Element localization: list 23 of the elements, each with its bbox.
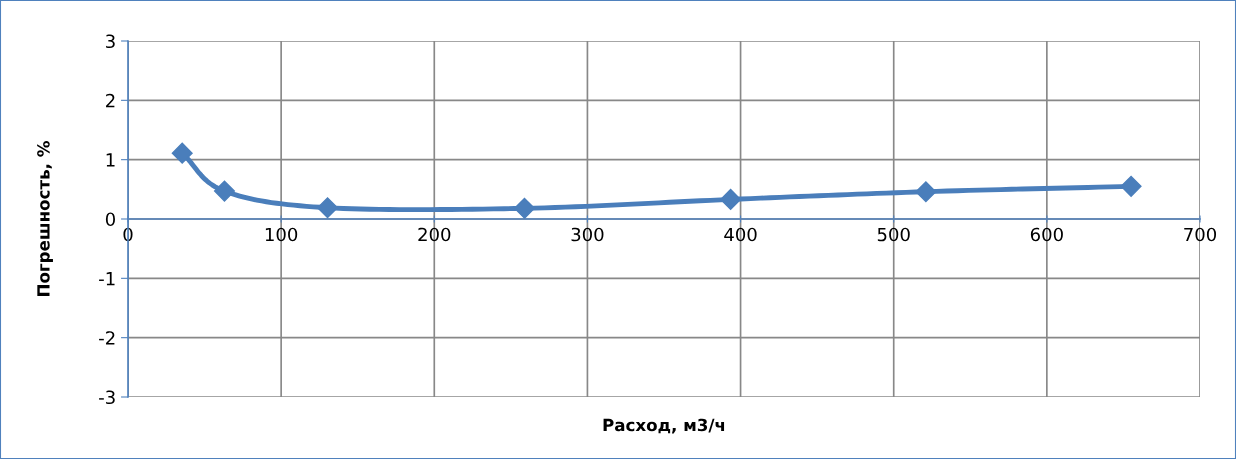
x-axis-title: Расход, м3/ч xyxy=(603,418,725,434)
y-tick-label: 2 xyxy=(106,93,115,108)
x-tick-label: 400 xyxy=(724,227,757,242)
x-tick-label: 300 xyxy=(571,227,604,242)
y-tick-label: 3 xyxy=(106,34,115,49)
point xyxy=(720,188,742,210)
x-tick-label: 100 xyxy=(265,227,298,242)
x-tick-label: 200 xyxy=(418,227,451,242)
x-tick-label: 600 xyxy=(1030,227,1063,242)
point xyxy=(171,142,193,164)
y-tick-label: -3 xyxy=(99,390,115,405)
x-tick-label: 700 xyxy=(1184,227,1217,242)
y-tick-label: 0 xyxy=(105,212,115,227)
y-tick-label: 1 xyxy=(106,153,115,167)
point xyxy=(513,197,536,219)
y-axis-title: Погрешность, % xyxy=(37,141,53,296)
point xyxy=(1120,175,1142,197)
point xyxy=(915,181,937,203)
y-tick-label: -2 xyxy=(99,331,115,345)
point xyxy=(213,180,235,202)
x-tick-label: 500 xyxy=(877,227,910,242)
y-tick-label: -1 xyxy=(99,272,115,286)
point xyxy=(317,197,339,219)
